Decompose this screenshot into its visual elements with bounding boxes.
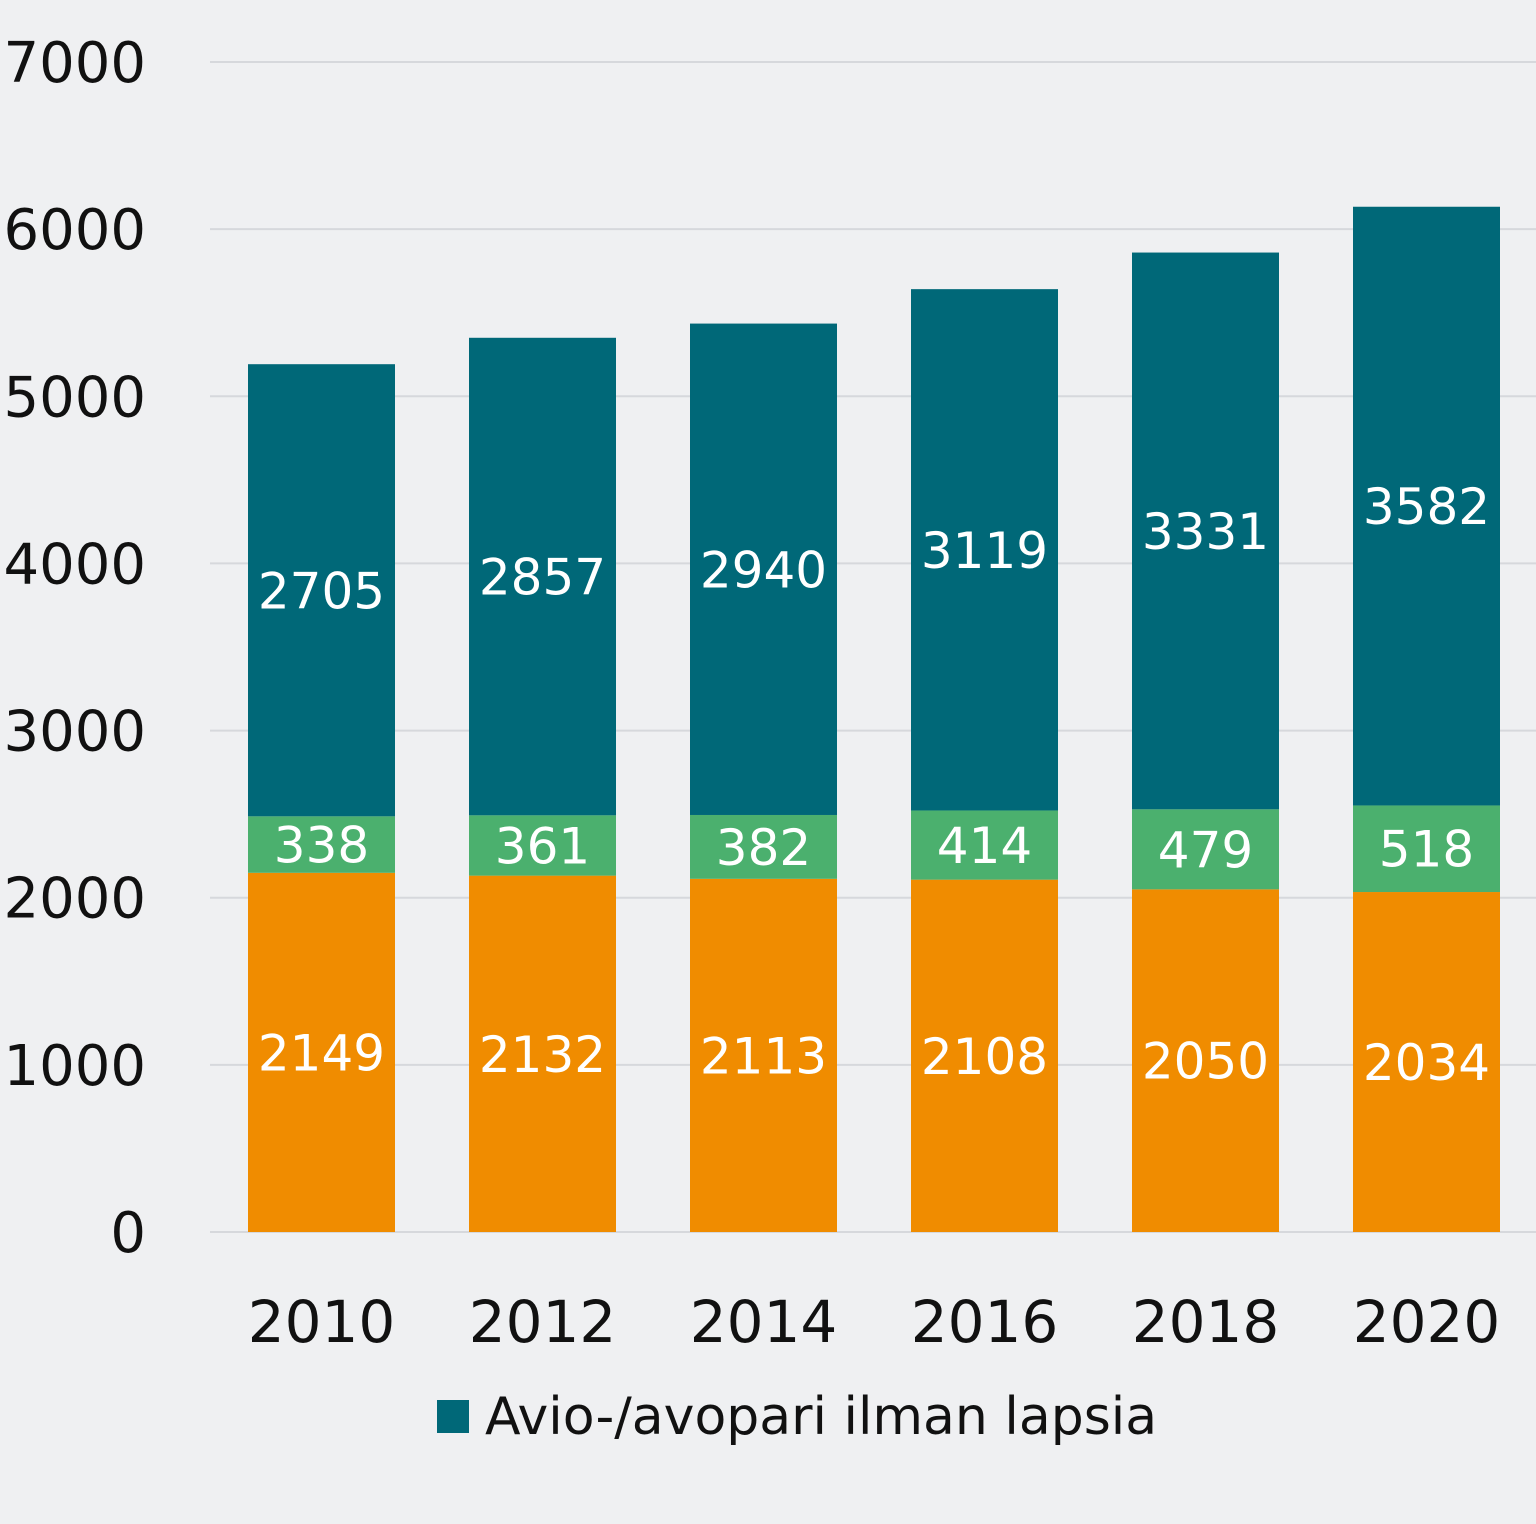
x-tick-label: 2014 xyxy=(690,1288,838,1356)
y-tick-label: 2000 xyxy=(3,867,146,932)
data-label: 518 xyxy=(1379,821,1474,879)
data-label: 2108 xyxy=(921,1028,1048,1086)
legend-swatch xyxy=(437,1400,469,1433)
data-label: 2940 xyxy=(700,541,827,599)
data-label: 2132 xyxy=(479,1026,606,1084)
data-label: 361 xyxy=(495,817,590,875)
y-tick-label: 6000 xyxy=(3,198,146,263)
data-label: 2050 xyxy=(1142,1033,1269,1091)
bar-segment xyxy=(1353,805,1500,893)
bar-segment xyxy=(911,810,1058,880)
bar-segment xyxy=(469,815,616,876)
data-label: 479 xyxy=(1158,821,1253,879)
bar-segment xyxy=(1353,206,1500,806)
data-label: 338 xyxy=(274,817,369,875)
data-label: 3119 xyxy=(921,522,1048,580)
bar-segment xyxy=(248,816,395,873)
bar-segment xyxy=(690,878,837,1232)
bar-segment xyxy=(469,875,616,1232)
y-tick-label: 0 xyxy=(110,1201,146,1266)
bar-segment xyxy=(690,814,837,879)
bar-segment xyxy=(1132,889,1279,1232)
bar-segment xyxy=(248,364,395,817)
data-label: 3582 xyxy=(1363,478,1490,536)
bar-segment xyxy=(911,879,1058,1232)
bar-segment xyxy=(1353,892,1500,1232)
x-tick-label: 2018 xyxy=(1132,1288,1280,1356)
bar-segment xyxy=(248,872,395,1232)
bar-segment xyxy=(1132,252,1279,810)
data-label: 2705 xyxy=(258,562,385,620)
x-tick-label: 2020 xyxy=(1353,1288,1501,1356)
data-label: 414 xyxy=(937,817,1032,875)
bar-segment xyxy=(469,337,616,816)
x-tick-label: 2016 xyxy=(911,1288,1059,1356)
y-tick-label: 4000 xyxy=(3,532,146,597)
data-label: 2149 xyxy=(258,1024,385,1082)
bar-segment xyxy=(690,323,837,815)
y-tick-label: 5000 xyxy=(3,365,146,430)
legend-label: Avio-/avopari ilman lapsia xyxy=(485,1387,1157,1447)
data-label: 2034 xyxy=(1363,1034,1490,1092)
bar-segment xyxy=(1132,809,1279,890)
y-tick-label: 1000 xyxy=(3,1034,146,1099)
y-tick-label: 7000 xyxy=(3,31,146,96)
data-label: 382 xyxy=(716,819,811,877)
y-tick-label: 3000 xyxy=(3,700,146,765)
bar-segment xyxy=(911,289,1058,811)
x-tick-label: 2012 xyxy=(469,1288,617,1356)
data-label: 2857 xyxy=(479,549,606,607)
data-label: 2113 xyxy=(700,1027,827,1085)
data-label: 3331 xyxy=(1142,503,1269,561)
x-tick-label: 2010 xyxy=(248,1288,396,1356)
